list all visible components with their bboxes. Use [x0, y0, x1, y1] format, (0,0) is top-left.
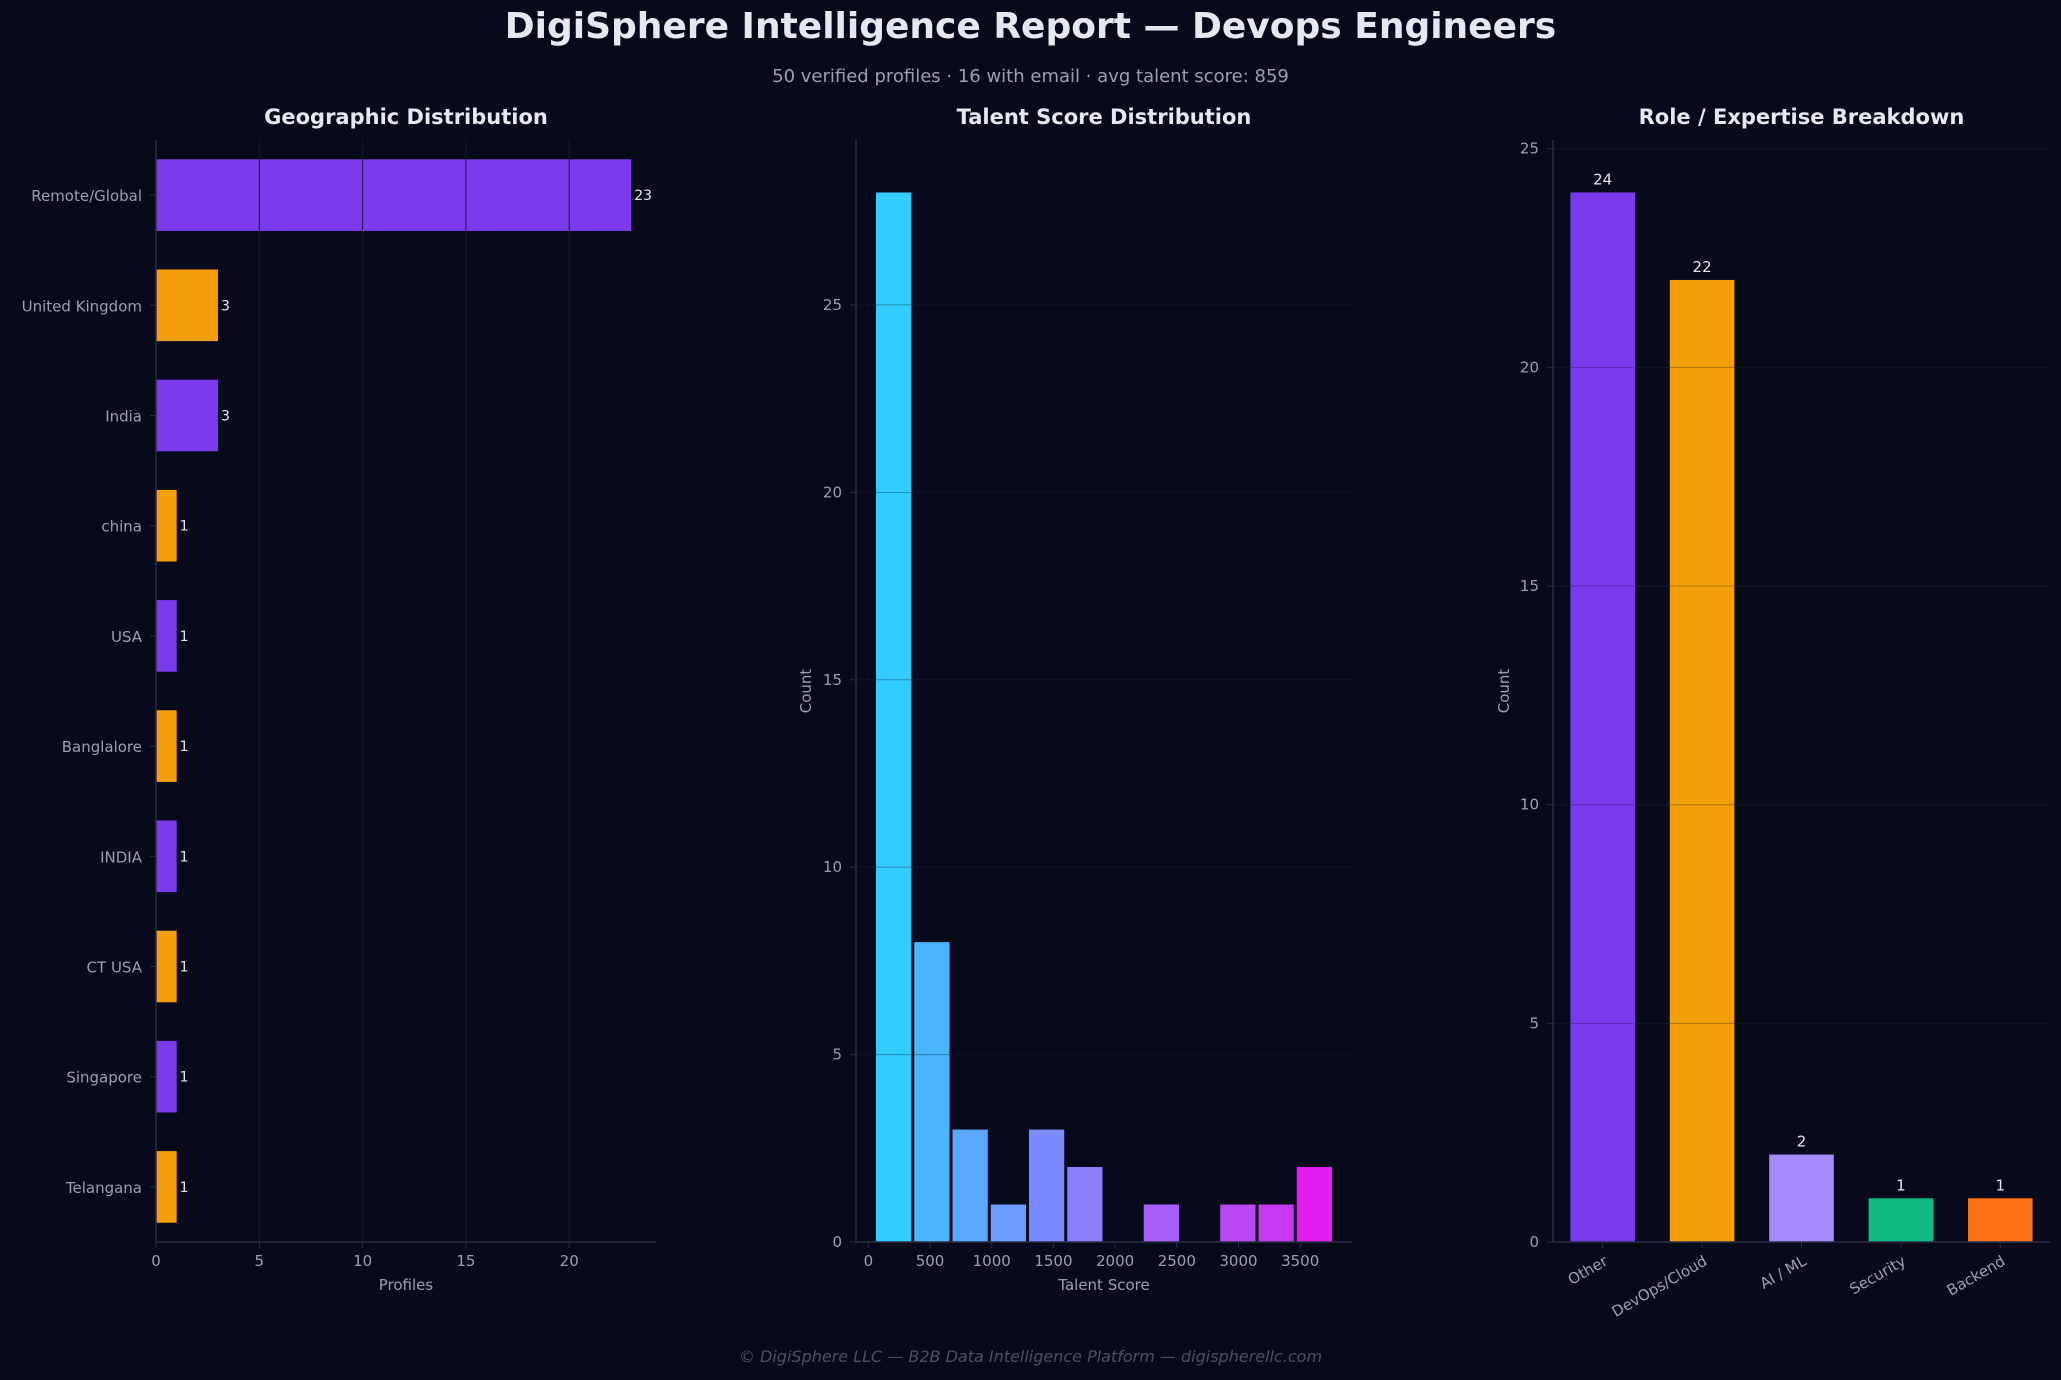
geo-bar-usa	[156, 600, 177, 672]
role-bar-security	[1868, 1198, 1934, 1242]
geo-category-label: India	[105, 408, 142, 426]
score-xtick-label: 3500	[1281, 1252, 1319, 1270]
geo-bar-remote-global	[156, 159, 632, 231]
geo-xtick-label: 10	[353, 1252, 372, 1270]
geo-bar-ct-usa	[156, 930, 177, 1003]
score-xtick-label: 1000	[973, 1252, 1011, 1270]
role-category-label: Backend	[1944, 1252, 2009, 1300]
geo-bar-china	[156, 489, 177, 562]
geo-value-label: 1	[180, 960, 189, 976]
score-chart-title: Talent Score Distribution	[957, 105, 1252, 129]
score-histogram-bar	[914, 942, 950, 1242]
geo-bar-telangana	[156, 1151, 177, 1223]
role-value-label: 1	[1996, 1176, 2006, 1194]
role-chart-title: Role / Expertise Breakdown	[1639, 105, 1965, 129]
report-title: DigiSphere Intelligence Report — Devops …	[504, 6, 1557, 47]
score-histogram-bar	[1067, 1167, 1103, 1242]
role-bar-backend	[1967, 1198, 2033, 1242]
geo-category-label: china	[101, 518, 142, 536]
geo-value-label: 1	[180, 849, 189, 865]
score-histogram-bar	[1220, 1204, 1256, 1242]
role-bar-other	[1570, 192, 1636, 1242]
score-xtick-label: 500	[916, 1252, 945, 1270]
geo-category-label: CT USA	[87, 959, 143, 977]
role-value-label: 22	[1693, 258, 1712, 276]
geo-xtick-label: 5	[255, 1252, 265, 1270]
role-ytick-label: 5	[1529, 1014, 1539, 1032]
score-histogram-bar	[1143, 1204, 1179, 1242]
geo-xtick-label: 0	[151, 1252, 161, 1270]
geo-bar-singapore	[156, 1040, 177, 1113]
geo-category-label: INDIA	[100, 848, 143, 866]
score-histogram-bar	[990, 1204, 1027, 1242]
score-histogram-bar	[952, 1129, 988, 1242]
score-histogram-bar	[1029, 1129, 1065, 1242]
score-xtick-label: 1500	[1034, 1252, 1072, 1270]
score-ytick-label: 10	[823, 858, 842, 876]
geo-value-label: 3	[221, 409, 230, 425]
role-ytick-label: 10	[1520, 796, 1539, 814]
score-xtick-label: 0	[864, 1252, 874, 1270]
role-category-label: DevOps/Cloud	[1609, 1252, 1710, 1321]
role-category-label: AI / ML	[1757, 1252, 1810, 1293]
geo-bar-india	[156, 820, 177, 893]
geo-category-label: Remote/Global	[31, 187, 142, 205]
role-value-label: 24	[1593, 170, 1612, 188]
geo-value-label: 3	[221, 298, 230, 314]
score-xtick-label: 2500	[1158, 1252, 1196, 1270]
score-ytick-label: 15	[823, 671, 842, 689]
geo-category-label: United Kingdom	[22, 297, 142, 315]
role-value-label: 1	[1896, 1176, 1906, 1194]
role-bar-devops-cloud	[1669, 279, 1735, 1242]
score-y-axis-label: Count	[797, 669, 815, 714]
report-subtitle: 50 verified profiles · 16 with email · a…	[772, 66, 1289, 87]
geo-xtick-label: 20	[560, 1252, 579, 1270]
geo-category-label: USA	[111, 628, 143, 646]
geo-bar-banglalore	[156, 710, 177, 782]
score-ytick-label: 0	[832, 1233, 842, 1251]
role-category-label: Security	[1847, 1252, 1909, 1298]
geo-value-label: 1	[180, 629, 189, 645]
geo-xtick-label: 15	[456, 1252, 475, 1270]
geo-value-label: 1	[180, 739, 189, 755]
score-ytick-label: 25	[823, 296, 842, 314]
score-xtick-label: 2000	[1096, 1252, 1134, 1270]
geo-category-label: Telangana	[65, 1179, 142, 1197]
score-histogram-bar	[1296, 1167, 1332, 1242]
geo-value-label: 1	[180, 1180, 189, 1196]
geo-value-label: 1	[180, 1070, 189, 1086]
footer-copyright: © DigiSphere LLC — B2B Data Intelligence…	[738, 1347, 1323, 1366]
score-histogram-bar	[1258, 1204, 1294, 1242]
geo-bar-india	[156, 379, 218, 452]
geo-chart-title: Geographic Distribution	[264, 105, 548, 129]
role-category-label: Other	[1565, 1251, 1612, 1288]
geo-category-label: Banglalore	[62, 738, 142, 756]
role-ytick-label: 15	[1520, 577, 1539, 595]
geo-value-label: 1	[180, 519, 189, 535]
geo-category-label: Singapore	[66, 1069, 142, 1087]
score-histogram-bar	[876, 192, 912, 1242]
role-ytick-label: 0	[1529, 1233, 1539, 1251]
score-xtick-label: 3000	[1219, 1252, 1257, 1270]
score-ytick-label: 5	[832, 1046, 842, 1064]
role-bar-ai-ml	[1769, 1154, 1834, 1242]
role-y-axis-label: Count	[1495, 669, 1513, 714]
score-x-axis-label: Talent Score	[1057, 1276, 1149, 1294]
geo-x-axis-label: Profiles	[379, 1276, 434, 1294]
role-ytick-label: 20	[1520, 358, 1539, 376]
role-value-label: 2	[1797, 1133, 1807, 1151]
role-ytick-label: 25	[1520, 140, 1539, 158]
geo-bar-united-kingdom	[156, 269, 218, 342]
geo-value-label: 23	[634, 188, 652, 204]
score-ytick-label: 20	[823, 483, 842, 501]
